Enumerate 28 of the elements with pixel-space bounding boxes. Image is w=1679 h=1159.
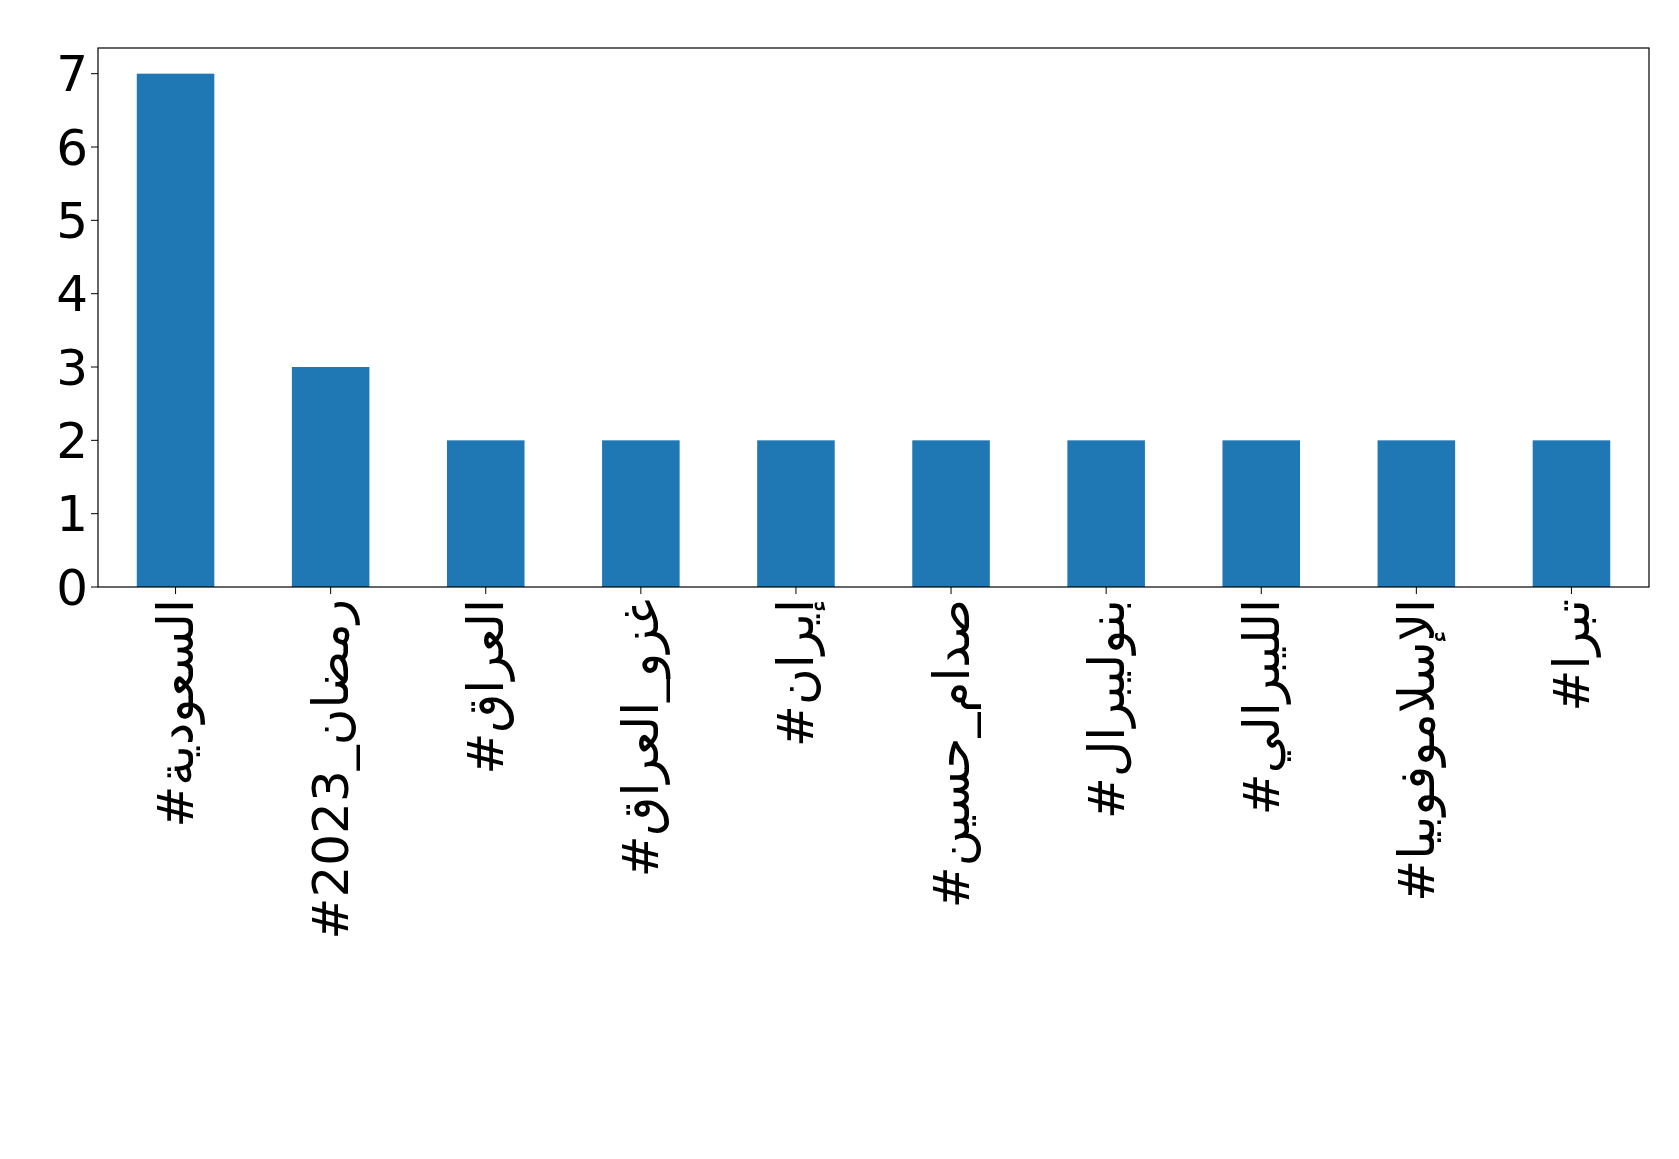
y-tick-label: 4 bbox=[56, 265, 88, 324]
x-tick-label: #غزو_العراق bbox=[612, 599, 672, 878]
bar bbox=[1067, 440, 1145, 587]
y-tick-label: 5 bbox=[56, 191, 88, 250]
x-tick-label: #بنوليبرال bbox=[1077, 599, 1136, 819]
x-tick-label: #السعودية bbox=[147, 599, 206, 828]
bar bbox=[602, 440, 680, 587]
x-tick-label: #إيران bbox=[767, 599, 827, 747]
x-tick-label: #تبرا bbox=[1542, 599, 1601, 712]
x-tick-label: #رمضان_2023 bbox=[302, 599, 361, 940]
bar bbox=[757, 440, 835, 587]
bar bbox=[446, 440, 525, 587]
bar bbox=[136, 73, 215, 587]
bar bbox=[1377, 440, 1456, 587]
x-tick-label: #الإسلاموفوبيا bbox=[1387, 599, 1446, 902]
y-tick-label: 3 bbox=[56, 338, 88, 397]
x-tick-label: #صدام_حسين bbox=[922, 599, 981, 909]
bar bbox=[291, 367, 370, 587]
bar bbox=[1532, 440, 1611, 587]
y-tick-label: 1 bbox=[56, 485, 88, 544]
y-tick-label: 0 bbox=[56, 558, 88, 617]
x-tick-label: #الليبرالي bbox=[1232, 599, 1291, 816]
bar bbox=[1222, 440, 1301, 587]
bar bbox=[912, 440, 990, 587]
x-tick-label: #العراق bbox=[457, 599, 516, 775]
y-tick-label: 7 bbox=[56, 45, 88, 104]
y-tick-label: 2 bbox=[56, 411, 88, 470]
y-tick-label: 6 bbox=[56, 118, 88, 177]
